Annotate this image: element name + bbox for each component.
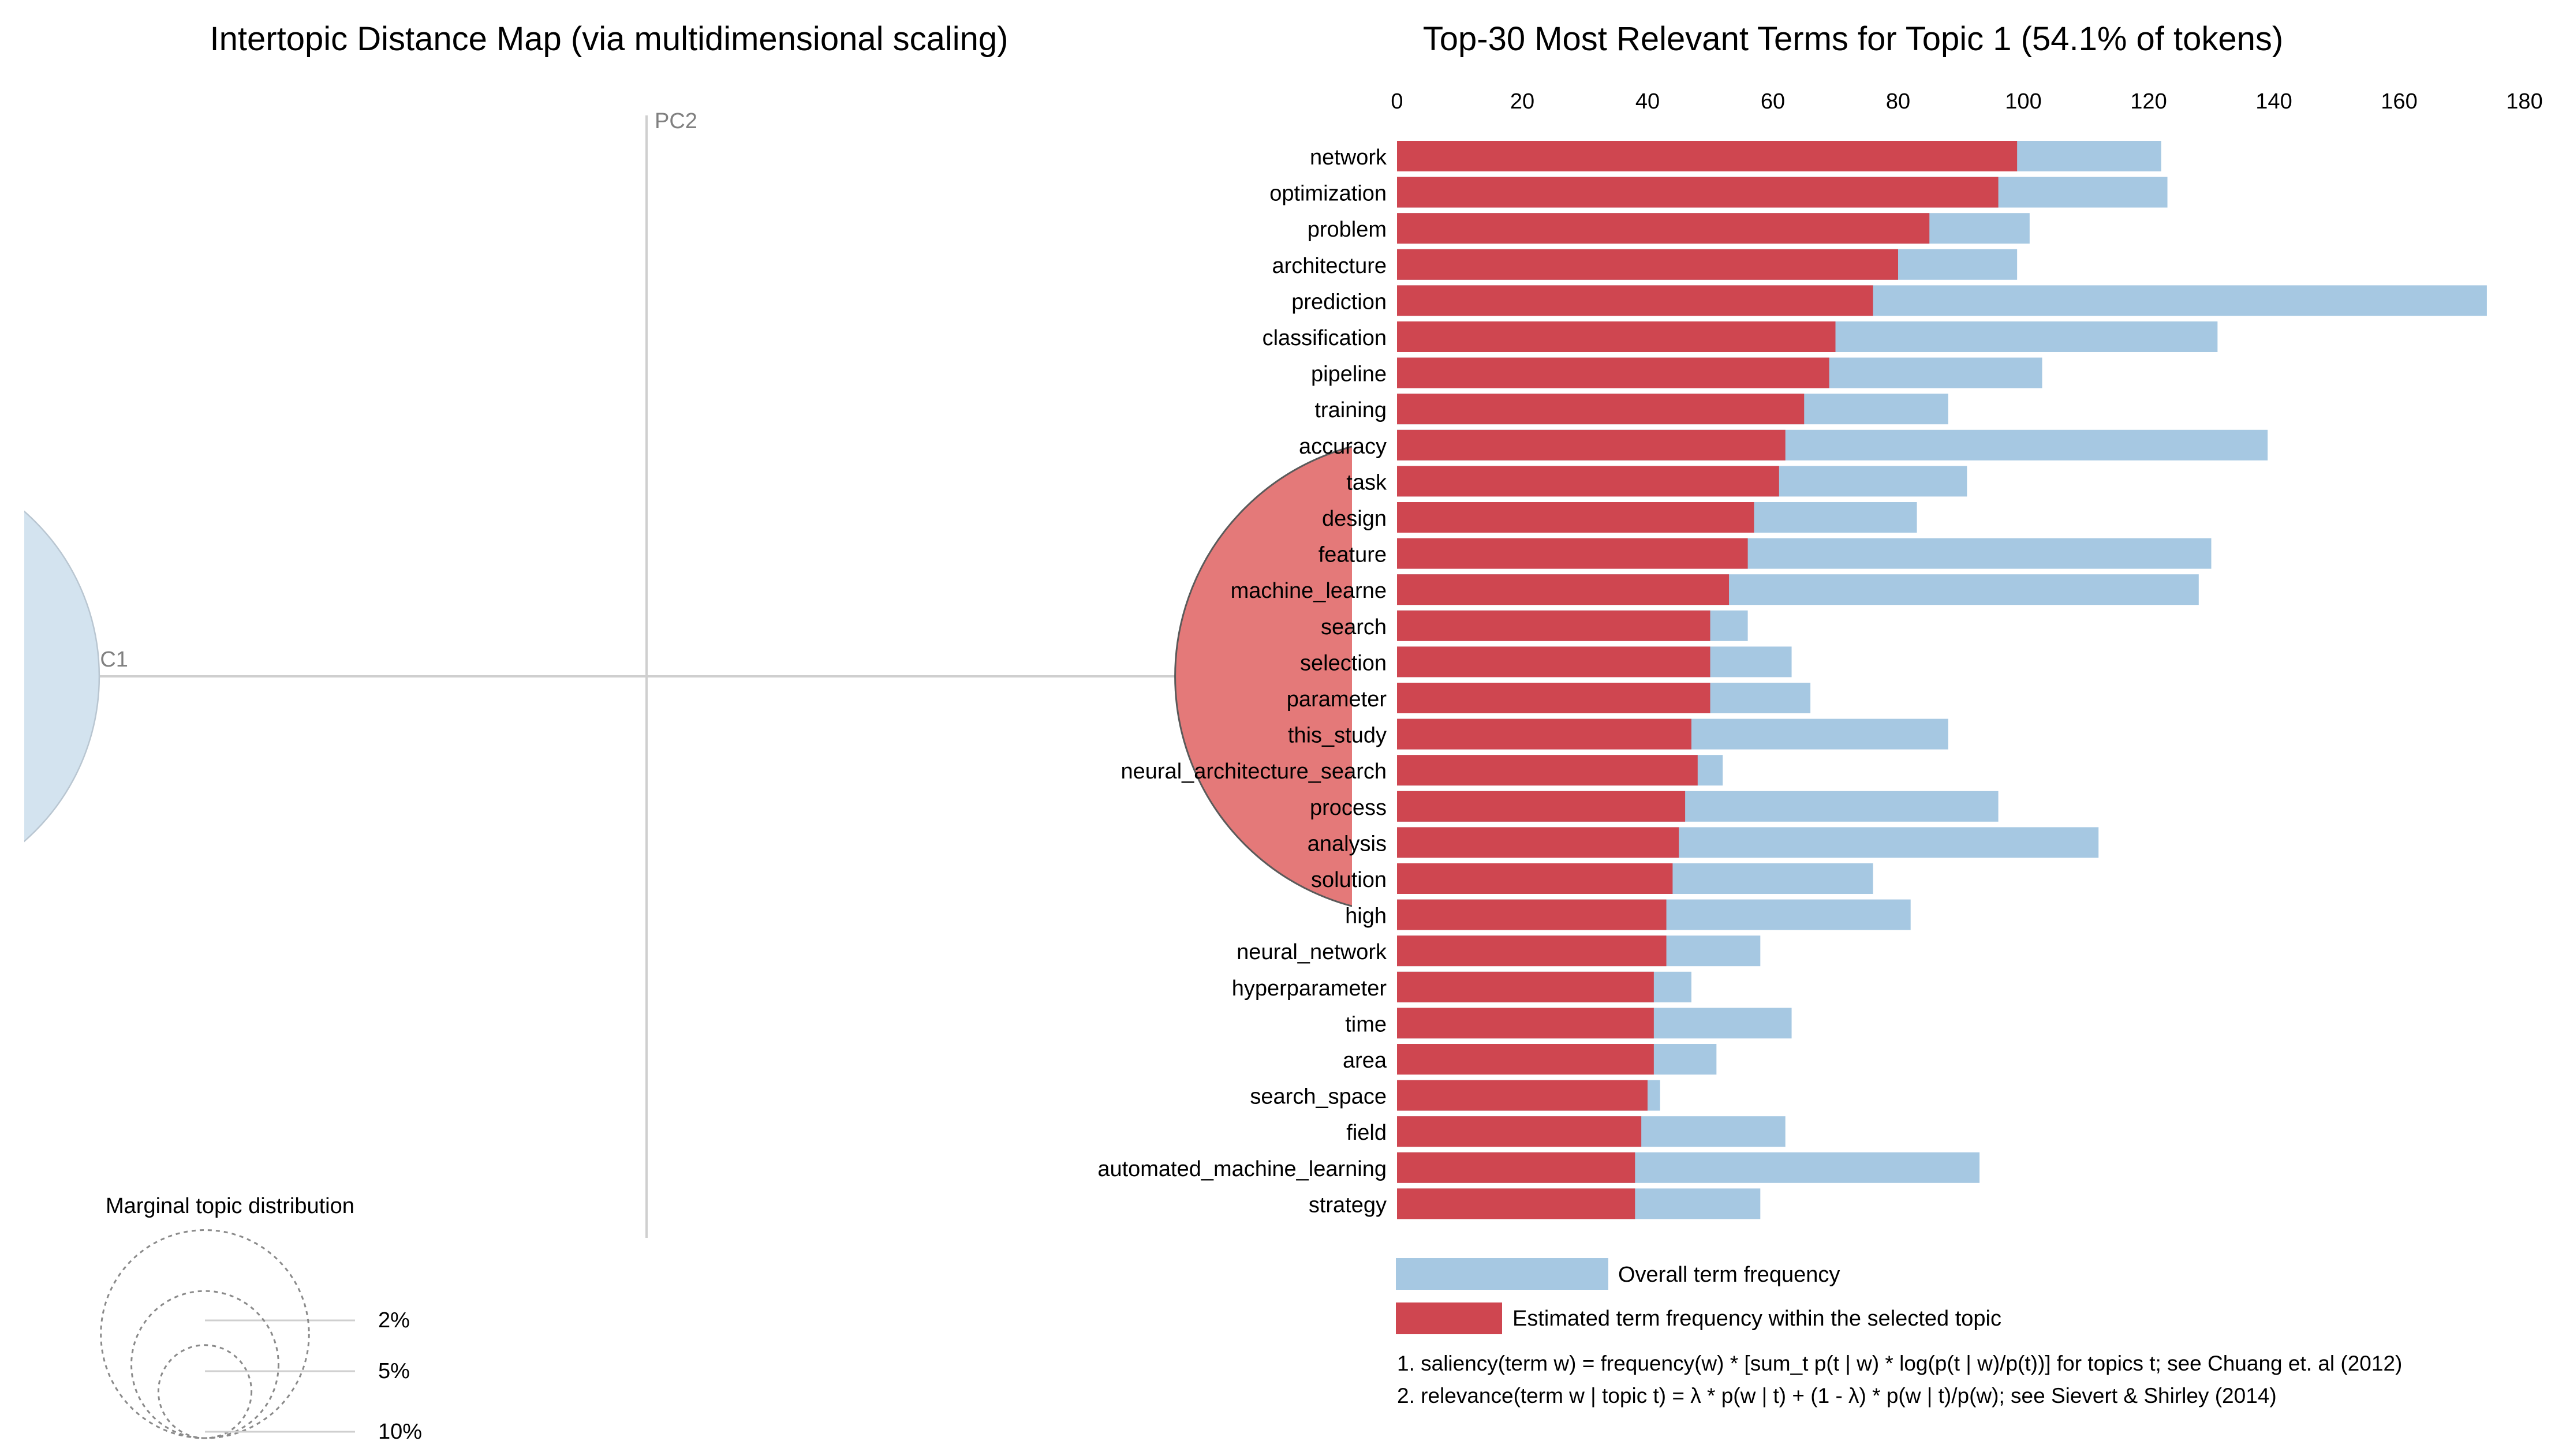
term-label-training[interactable]: training — [1314, 398, 1387, 422]
bar-topic-this_study[interactable] — [1397, 718, 1691, 750]
bar-topic-analysis[interactable] — [1397, 827, 1679, 858]
term-label-neural_architecture_search[interactable]: neural_architecture_search — [1121, 759, 1387, 784]
marginal-topic-distribution-legend: Marginal topic distribution 2% 5% 10% — [100, 1194, 422, 1444]
bar-topic-architecture[interactable] — [1397, 249, 1898, 280]
bar-topic-field[interactable] — [1397, 1116, 1642, 1147]
marginal-label-10: 10% — [378, 1420, 422, 1444]
bar-topic-high[interactable] — [1397, 899, 1667, 930]
term-label-network[interactable]: network — [1310, 145, 1387, 170]
intertopic-map-title: Intertopic Distance Map (via multidimens… — [210, 20, 1009, 58]
topic-circle-2[interactable] — [0, 458, 100, 896]
x-tick-40: 40 — [1635, 89, 1660, 114]
bar-topic-time[interactable] — [1397, 1008, 1654, 1039]
marginal-legend-title: Marginal topic distribution — [106, 1194, 354, 1218]
bar-topic-process[interactable] — [1397, 791, 1686, 822]
term-label-prediction[interactable]: prediction — [1291, 290, 1387, 314]
bar-topic-network[interactable] — [1397, 141, 2018, 171]
x-tick-20: 20 — [1510, 89, 1534, 114]
topic-circle-1[interactable] — [1174, 439, 1651, 914]
bar-topic-design[interactable] — [1397, 502, 1754, 533]
marginal-ring-2 — [157, 1344, 253, 1439]
legend-swatch-topic — [1396, 1302, 1502, 1334]
x-tick-80: 80 — [1886, 89, 1910, 114]
intertopic-distance-map: Intertopic Distance Map (via multidimens… — [0, 20, 1651, 1444]
term-label-task[interactable]: task — [1346, 470, 1387, 495]
bar-topic-prediction[interactable] — [1397, 285, 1873, 316]
term-label-optimization[interactable]: optimization — [1269, 182, 1387, 206]
term-label-accuracy[interactable]: accuracy — [1299, 435, 1387, 459]
term-label-analysis[interactable]: analysis — [1308, 832, 1387, 856]
term-label-solution[interactable]: solution — [1311, 868, 1387, 892]
legend-label-overall: Overall term frequency — [1618, 1263, 1840, 1287]
x-tick-120: 120 — [2130, 89, 2167, 114]
bar-topic-selection[interactable] — [1397, 646, 1710, 678]
bar-topic-strategy[interactable] — [1397, 1188, 1635, 1219]
term-label-time[interactable]: time — [1345, 1012, 1387, 1036]
term-label-search[interactable]: search — [1321, 615, 1387, 639]
top-terms-bar-chart: Top-30 Most Relevant Terms for Topic 1 (… — [1097, 20, 2542, 1408]
bar-topic-hyperparameter[interactable] — [1397, 971, 1654, 1002]
bar-topic-classification[interactable] — [1397, 321, 1836, 352]
bar-topic-training[interactable] — [1397, 394, 1805, 425]
x-tick-180: 180 — [2506, 89, 2542, 114]
term-label-problem[interactable]: problem — [1308, 218, 1387, 242]
x-tick-60: 60 — [1761, 89, 1785, 114]
term-label-hyperparameter[interactable]: hyperparameter — [1232, 976, 1387, 1001]
x-tick-140: 140 — [2255, 89, 2292, 114]
term-label-strategy[interactable]: strategy — [1309, 1193, 1387, 1217]
marginal-label-2: 2% — [378, 1308, 410, 1333]
term-label-process[interactable]: process — [1310, 796, 1387, 820]
x-tick-100: 100 — [2005, 89, 2041, 114]
term-label-parameter[interactable]: parameter — [1287, 687, 1387, 712]
term-label-classification[interactable]: classification — [1263, 326, 1387, 350]
bar-legend: Overall term frequency Estimated term fr… — [1396, 1258, 2001, 1334]
marginal-ring-5 — [130, 1290, 279, 1439]
marginal-label-5: 5% — [378, 1359, 410, 1383]
bar-topic-solution[interactable] — [1397, 863, 1673, 894]
bar-topic-automated_machine_learning[interactable] — [1397, 1152, 1635, 1183]
bar-chart-title: Top-30 Most Relevant Terms for Topic 1 (… — [1423, 20, 2283, 58]
term-label-this_study[interactable]: this_study — [1288, 724, 1387, 748]
term-label-feature[interactable]: feature — [1319, 543, 1387, 567]
bar-topic-machine_learne[interactable] — [1397, 574, 1730, 605]
term-label-high[interactable]: high — [1345, 904, 1387, 929]
bar-topic-parameter[interactable] — [1397, 683, 1710, 713]
x-tick-160: 160 — [2381, 89, 2417, 114]
bar-topic-neural_architecture_search[interactable] — [1397, 755, 1698, 786]
bar-topic-optimization[interactable] — [1397, 177, 1999, 208]
term-label-search_space[interactable]: search_space — [1250, 1085, 1387, 1109]
legend-swatch-overall — [1396, 1258, 1608, 1290]
footnote-relevance: 2. relevance(term w | topic t) = λ * p(w… — [1397, 1384, 2277, 1408]
term-label-area[interactable]: area — [1343, 1049, 1387, 1073]
term-label-machine_learne[interactable]: machine_learne — [1231, 579, 1387, 603]
bar-topic-neural_network[interactable] — [1397, 935, 1667, 967]
footnotes: 1. saliency(term w) = frequency(w) * [su… — [1397, 1352, 2402, 1408]
bar-topic-feature[interactable] — [1397, 538, 1748, 569]
term-label-selection[interactable]: selection — [1300, 651, 1387, 675]
bar-topic-area[interactable] — [1397, 1044, 1654, 1075]
term-label-automated_machine_learning[interactable]: automated_machine_learning — [1097, 1157, 1387, 1181]
legend-label-topic: Estimated term frequency within the sele… — [1512, 1307, 2001, 1331]
bar-topic-problem[interactable] — [1397, 213, 1930, 244]
term-label-architecture[interactable]: architecture — [1272, 254, 1387, 278]
bar-topic-accuracy[interactable] — [1397, 429, 1786, 461]
term-label-pipeline[interactable]: pipeline — [1311, 362, 1387, 387]
term-label-field[interactable]: field — [1346, 1121, 1387, 1145]
bar-topic-search[interactable] — [1397, 610, 1710, 641]
bar-topic-pipeline[interactable] — [1397, 357, 1829, 388]
footnote-saliency: 1. saliency(term w) = frequency(w) * [su… — [1397, 1352, 2402, 1375]
x-tick-0: 0 — [1391, 89, 1403, 114]
mds-plot-area: PC2 PC1 12 — [0, 109, 1651, 1238]
marginal-ring-10 — [100, 1229, 310, 1439]
bar-topic-task[interactable] — [1397, 466, 1779, 497]
term-label-design[interactable]: design — [1322, 507, 1387, 531]
bar-topic-search_space[interactable] — [1397, 1080, 1648, 1111]
pc2-axis-label: PC2 — [655, 109, 697, 133]
term-label-neural_network[interactable]: neural_network — [1237, 940, 1387, 964]
